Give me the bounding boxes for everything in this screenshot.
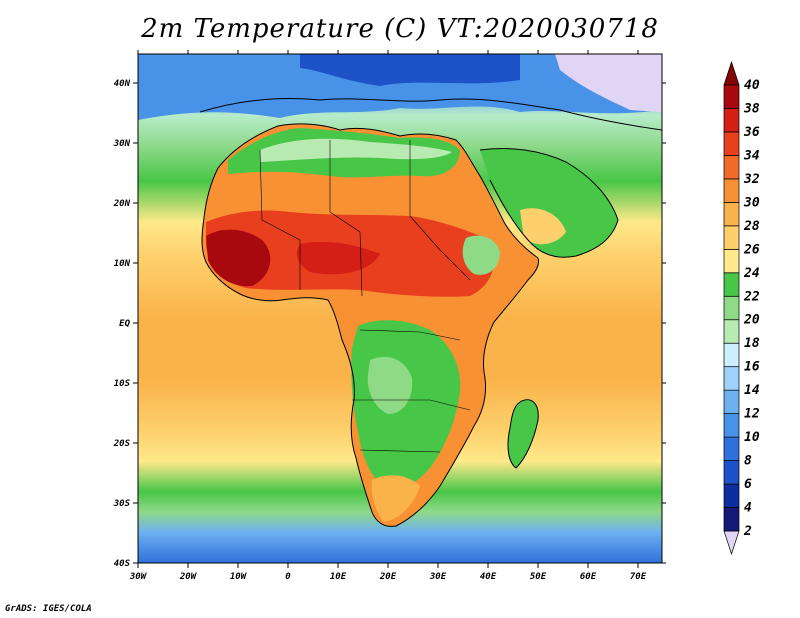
colorbar-swatch [723, 460, 740, 485]
x-tick-label: 60E [580, 572, 597, 582]
south-africa-warm-region [371, 475, 420, 522]
colorbar-swatch [723, 295, 740, 321]
colorbar-swatch [723, 225, 740, 250]
colorbar-label: 6 [744, 477, 752, 492]
colorbar-label: 24 [743, 266, 760, 281]
madagascar-coastline [507, 399, 539, 469]
colorbar-label: 32 [743, 172, 760, 187]
colorbar-label: 12 [744, 407, 760, 422]
credit-label: GrADS: IGES/COLA [5, 604, 92, 614]
madagascar [508, 399, 539, 468]
x-tick-label: 10E [330, 572, 347, 582]
colorbar-label: 4 [744, 501, 752, 516]
colorbar-label: 28 [743, 219, 760, 234]
colorbar-label: 10 [744, 430, 760, 445]
colorbar-label: 36 [743, 125, 760, 140]
colorbar-swatch [723, 342, 740, 368]
asia-very-cold-region [555, 54, 662, 112]
y-tick-label: 40S [114, 559, 131, 569]
country-borders [259, 140, 471, 453]
arabian-peninsula [480, 148, 618, 258]
y-tick-label: 10S [114, 379, 131, 389]
colorbar-max-arrow [723, 60, 740, 86]
colorbar-label: 2 [743, 524, 752, 539]
chart-title: 2m Temperature (C) VT:2020030718 [141, 14, 659, 44]
colorbar-swatch [723, 389, 740, 414]
colorbar-label: 30 [743, 195, 760, 210]
colorbar-swatch [723, 155, 740, 180]
colorbar-label: 16 [744, 360, 760, 375]
y-tick-label: 10N [114, 259, 131, 269]
x-tick-label: 40E [480, 572, 497, 582]
x-tick-label: 20E [379, 572, 397, 582]
colorbar-swatch [723, 436, 740, 461]
colorbar-label: 20 [743, 313, 760, 328]
colorbar-swatch [723, 84, 740, 109]
x-tick-label: 50E [530, 572, 547, 582]
x-tick-label: 70E [630, 572, 647, 582]
colorbar-label: 40 [744, 78, 760, 93]
colorbar-min-arrow [723, 530, 740, 556]
colorbar-swatch [723, 483, 740, 508]
colorbar-label: 26 [743, 242, 760, 257]
y-tick-label: EQ [119, 319, 130, 329]
x-tick-label: 10W [230, 572, 248, 582]
chad-hot-region [296, 241, 380, 275]
colorbar-swatch [723, 507, 740, 532]
colorbar-swatch [723, 413, 740, 438]
colorbar-label: 14 [744, 383, 760, 398]
y-tick-label: 40N [114, 79, 131, 89]
colorbar-label: 38 [743, 101, 760, 116]
colorbar-label: 18 [744, 336, 760, 351]
colorbar-swatch [723, 178, 740, 203]
arabia-coastline [479, 148, 619, 258]
y-tick-label: 30S [113, 499, 131, 509]
colorbar-label: 8 [744, 454, 752, 469]
x-tick-label: 0 [285, 572, 291, 582]
africa-coastline [201, 123, 539, 527]
y-tick-label: 30N [113, 139, 131, 149]
colorbar-swatch [723, 202, 740, 227]
y-tick-label: 20S [113, 439, 131, 449]
colorbar-swatch [723, 108, 740, 133]
colorbar-label: 22 [743, 289, 760, 304]
alps-cold-region [300, 54, 520, 86]
arabian-south-warm-region [520, 208, 566, 245]
map-axes: 30W 20W 10W 0 10E 20E 30E 40E 50E 60E 70E 40S 30S 20S… [113, 50, 666, 582]
x-tick-label: 30E [429, 572, 447, 582]
mediterranean-coastline [199, 98, 662, 131]
ethiopian-highlands [462, 235, 500, 275]
x-tick-label: 30W [129, 572, 148, 582]
x-tick-label: 20W [179, 572, 198, 582]
colorbar-label: 34 [743, 148, 760, 163]
west-africa-hottest-region [206, 229, 271, 287]
colorbar-swatch [723, 248, 740, 274]
colorbar-swatch [723, 319, 740, 344]
y-tick-label: 20N [113, 199, 131, 209]
temperature-map [138, 54, 662, 563]
europe-cold-region [138, 54, 662, 120]
colorbar-swatch [723, 131, 740, 156]
colorbar-swatch [723, 366, 740, 391]
map-frame [137, 53, 663, 564]
sahara-cool-band [260, 138, 452, 162]
colorbar-swatch [723, 272, 740, 297]
